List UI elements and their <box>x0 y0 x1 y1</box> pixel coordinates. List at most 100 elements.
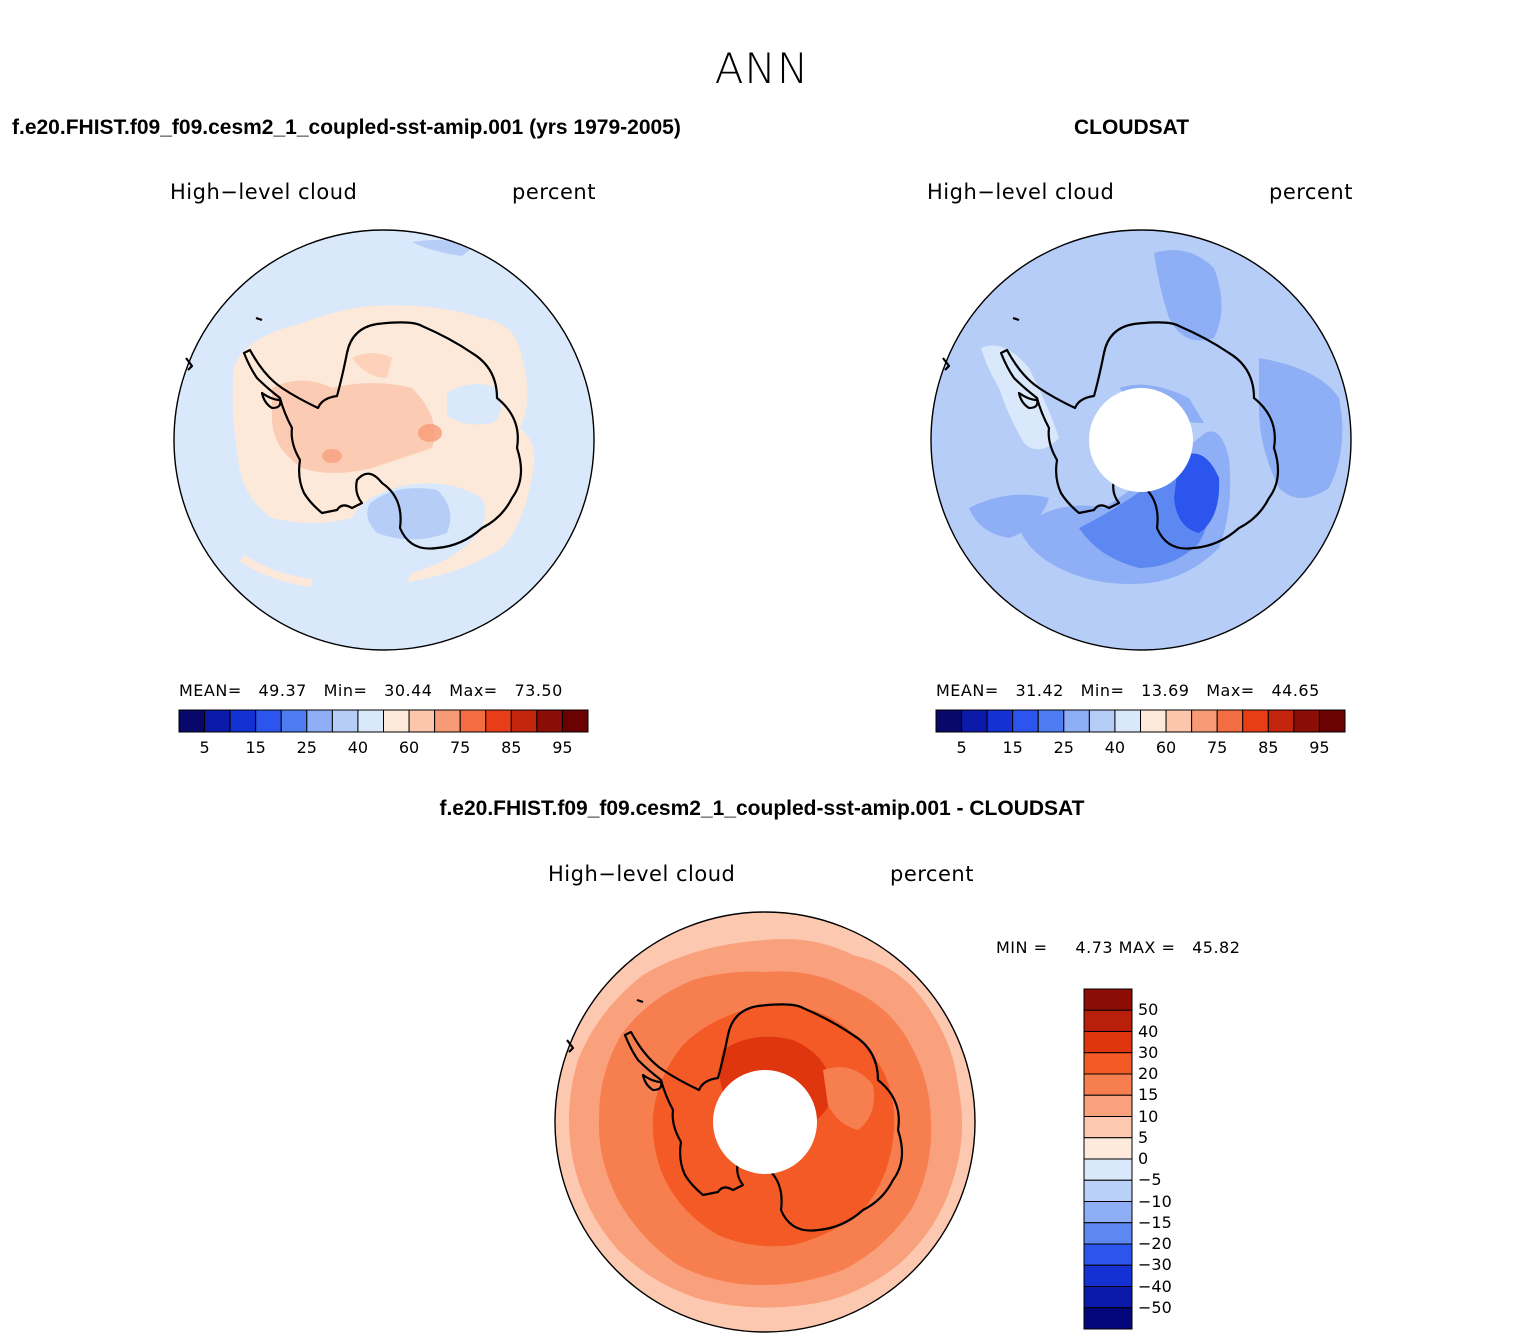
colorbar-swatch <box>961 709 988 733</box>
max-label: Max= <box>1206 681 1255 700</box>
colorbar-tick-label: 40 <box>347 738 369 757</box>
colorbar-swatch <box>1037 709 1065 733</box>
figure-title: ANN <box>714 44 810 93</box>
colorbar-tick-label: −5 <box>1138 1170 1162 1190</box>
colorbar-swatch <box>1293 709 1320 733</box>
colorbar-swatch <box>357 709 384 733</box>
map-model <box>173 229 595 651</box>
colorbar-swatch <box>383 709 410 733</box>
colorbar-swatch <box>1318 709 1346 733</box>
colorbar-tick-label: 25 <box>1053 738 1074 757</box>
colorbar-tick-label: 25 <box>296 738 317 757</box>
colorbar-tick-label: 75 <box>1207 738 1228 757</box>
colorbar-swatch <box>459 709 487 733</box>
colorbar-swatch <box>1216 709 1244 733</box>
colorbar-obs <box>935 709 1346 733</box>
panel-2-variable: High−level cloud <box>927 180 1115 204</box>
colorbar-swatch <box>1191 709 1218 733</box>
panel-1-units: percent <box>512 180 596 204</box>
colorbar-swatch <box>1083 1158 1133 1181</box>
colorbar-tick-label: 50 <box>1138 1000 1159 1020</box>
colorbar-swatch <box>510 709 538 733</box>
colorbar-swatch <box>1242 709 1269 733</box>
mean-value: 31.42 <box>1015 681 1064 700</box>
colorbar-swatch <box>178 709 206 733</box>
colorbar-swatch <box>1083 1073 1133 1096</box>
colorbar-swatch <box>1083 988 1133 1011</box>
panel-3-variable: High−level cloud <box>548 862 736 886</box>
colorbar-swatch <box>1083 1222 1133 1245</box>
colorbar-swatch <box>434 709 461 733</box>
colorbar-swatch <box>1083 1094 1133 1117</box>
colorbar-swatch <box>536 709 563 733</box>
min-label: Min= <box>323 681 368 700</box>
colorbar-swatch <box>229 709 257 733</box>
colorbar-swatch <box>935 709 963 733</box>
max-label: MAX = <box>1118 938 1176 957</box>
panel-3-stats: MIN = 4.73 MAX = 45.82 <box>996 938 1240 957</box>
colorbar-tick-label: −40 <box>1138 1276 1172 1296</box>
colorbar-swatch <box>306 709 333 733</box>
colorbar-swatch <box>1083 1137 1133 1160</box>
colorbar-model <box>178 709 589 733</box>
colorbar-swatch <box>1083 1286 1133 1309</box>
colorbar-swatch <box>1083 1179 1133 1202</box>
colorbar-tick-label: 95 <box>1309 738 1330 757</box>
mean-label: MEAN= <box>936 681 999 700</box>
colorbar-tick-label: 60 <box>398 738 420 757</box>
colorbar-swatch <box>1083 1031 1133 1054</box>
colorbar-swatch <box>1083 1307 1133 1330</box>
max-value: 73.50 <box>514 681 563 700</box>
panel-3-units: percent <box>890 862 974 886</box>
colorbar-swatch <box>1083 1052 1133 1075</box>
colorbar-tick-label: 60 <box>1155 738 1177 757</box>
colorbar-swatch <box>204 709 231 733</box>
colorbar-tick-label: 85 <box>501 738 522 757</box>
colorbar-swatch <box>1083 1116 1133 1139</box>
colorbar-tick-label: 15 <box>245 738 266 757</box>
colorbar-diff <box>1083 988 1133 1330</box>
map-diff <box>554 911 976 1333</box>
colorbar-swatch <box>255 709 282 733</box>
panel-1-stats: MEAN= 49.37 Min= 30.44 Max= 73.50 <box>179 681 563 700</box>
panel-2-stats: MEAN= 31.42 Min= 13.69 Max= 44.65 <box>936 681 1320 700</box>
colorbar-model-labels: 5 15 25 40 60 75 85 95 <box>179 738 588 758</box>
colorbar-swatch <box>1083 1264 1133 1287</box>
colorbar-tick-label: 15 <box>1138 1085 1159 1105</box>
colorbar-tick-label: 85 <box>1258 738 1279 757</box>
colorbar-swatch <box>331 709 359 733</box>
colorbar-tick-label: 10 <box>1138 1106 1159 1126</box>
colorbar-tick-label: 5 <box>1138 1127 1149 1147</box>
colorbar-tick-label: 0 <box>1138 1149 1149 1168</box>
colorbar-tick-label: 30 <box>1138 1042 1159 1062</box>
max-value: 44.65 <box>1271 681 1320 700</box>
colorbar-tick-label: 95 <box>552 738 573 757</box>
min-label: Min= <box>1080 681 1125 700</box>
colorbar-swatch <box>1165 709 1193 733</box>
mean-value: 49.37 <box>258 681 307 700</box>
colorbar-swatch <box>1114 709 1141 733</box>
max-label: Max= <box>449 681 498 700</box>
map-obs <box>930 229 1352 651</box>
colorbar-tick-label: −15 <box>1138 1212 1172 1232</box>
min-value: 30.44 <box>384 681 433 700</box>
colorbar-obs-labels: 5 15 25 40 60 75 85 95 <box>936 738 1345 758</box>
colorbar-tick-label: 40 <box>1104 738 1126 757</box>
colorbar-tick-label: 15 <box>1002 738 1023 757</box>
colorbar-tick-label: 40 <box>1138 1021 1159 1041</box>
colorbar-swatch <box>986 709 1014 733</box>
colorbar-swatch <box>1083 1201 1133 1224</box>
colorbar-tick-label: −50 <box>1138 1297 1172 1317</box>
colorbar-tick-label: −10 <box>1138 1191 1172 1211</box>
colorbar-swatch <box>280 709 308 733</box>
colorbar-swatch <box>1140 709 1167 733</box>
panel-title-obs: CLOUDSAT <box>1074 116 1190 139</box>
panel-1-variable: High−level cloud <box>170 180 358 204</box>
colorbar-swatch <box>1063 709 1090 733</box>
min-value: 4.73 <box>1075 938 1114 957</box>
colorbar-tick-label: 5 <box>956 738 967 757</box>
colorbar-tick-label: −30 <box>1138 1255 1172 1275</box>
colorbar-tick-label: 20 <box>1138 1064 1159 1083</box>
panel-title-model: f.e20.FHIST.f09_f09.cesm2_1_coupled-sst-… <box>12 116 681 139</box>
colorbar-swatch <box>1083 1009 1133 1032</box>
